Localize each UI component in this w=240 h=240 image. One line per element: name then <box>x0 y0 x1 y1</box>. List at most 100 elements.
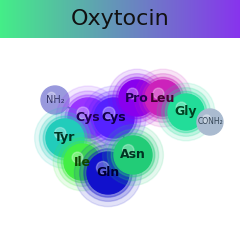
Bar <box>67 0 68 38</box>
Bar <box>111 0 112 38</box>
Bar <box>189 0 190 38</box>
Bar <box>179 0 180 38</box>
Bar <box>110 0 111 38</box>
Circle shape <box>96 162 109 174</box>
Bar <box>233 0 234 38</box>
Text: Cys: Cys <box>102 112 126 125</box>
Bar <box>0 0 1 38</box>
Bar <box>35 0 36 38</box>
Bar <box>26 0 27 38</box>
Bar <box>30 0 31 38</box>
Bar <box>183 0 184 38</box>
Bar <box>8 0 9 38</box>
Bar <box>89 0 90 38</box>
Text: Ile: Ile <box>73 156 90 168</box>
Bar <box>78 0 79 38</box>
Bar <box>186 0 187 38</box>
Bar <box>203 0 204 38</box>
Bar <box>48 0 49 38</box>
Bar <box>120 0 121 38</box>
Circle shape <box>87 152 129 194</box>
Text: Asn: Asn <box>120 149 146 162</box>
Bar <box>219 0 220 38</box>
Bar <box>163 0 164 38</box>
Bar <box>196 0 197 38</box>
Bar <box>227 0 228 38</box>
Bar <box>174 0 175 38</box>
Bar <box>103 0 104 38</box>
Bar <box>226 0 227 38</box>
Bar <box>158 0 159 38</box>
Circle shape <box>108 69 166 127</box>
Bar <box>88 0 89 38</box>
Circle shape <box>168 94 204 130</box>
Bar <box>82 0 83 38</box>
Circle shape <box>111 133 155 177</box>
Bar <box>119 0 120 38</box>
Bar <box>215 0 216 38</box>
Bar <box>221 0 222 38</box>
Circle shape <box>139 74 187 122</box>
Bar <box>44 0 45 38</box>
Circle shape <box>87 91 141 145</box>
Bar <box>170 0 171 38</box>
Bar <box>6 0 7 38</box>
Circle shape <box>134 69 192 127</box>
Bar <box>160 0 161 38</box>
Bar <box>228 0 229 38</box>
Bar <box>108 0 109 38</box>
Bar <box>113 0 114 38</box>
Bar <box>4 0 5 38</box>
Circle shape <box>84 149 132 197</box>
Bar <box>224 0 225 38</box>
Circle shape <box>94 98 134 138</box>
Bar <box>142 0 143 38</box>
Bar <box>205 0 206 38</box>
Bar <box>56 0 57 38</box>
Bar <box>74 0 75 38</box>
Bar <box>121 0 122 38</box>
Bar <box>43 0 44 38</box>
Circle shape <box>127 88 138 99</box>
Bar <box>202 0 203 38</box>
Text: Leu: Leu <box>150 91 176 104</box>
Text: NH₂: NH₂ <box>46 95 64 105</box>
Bar <box>185 0 186 38</box>
Bar <box>126 0 127 38</box>
Bar <box>5 0 6 38</box>
Bar <box>2 0 3 38</box>
Bar <box>84 0 85 38</box>
Bar <box>94 0 95 38</box>
Bar <box>91 0 92 38</box>
Circle shape <box>82 86 146 150</box>
Bar <box>220 0 221 38</box>
Bar <box>65 0 66 38</box>
Bar <box>130 0 131 38</box>
Bar <box>209 0 210 38</box>
Bar <box>206 0 207 38</box>
Circle shape <box>107 129 159 181</box>
Bar <box>104 0 105 38</box>
Bar <box>19 0 20 38</box>
Bar <box>149 0 150 38</box>
Bar <box>39 0 40 38</box>
Bar <box>15 0 16 38</box>
Bar <box>31 0 32 38</box>
Circle shape <box>114 136 152 174</box>
Bar <box>199 0 200 38</box>
Circle shape <box>116 77 158 119</box>
Bar <box>150 0 151 38</box>
Bar <box>86 0 87 38</box>
Bar <box>135 0 136 38</box>
Circle shape <box>142 77 184 119</box>
Bar <box>66 0 67 38</box>
Bar <box>139 0 140 38</box>
Bar <box>188 0 189 38</box>
Bar <box>151 0 152 38</box>
Text: CONH₂: CONH₂ <box>197 118 223 126</box>
Bar <box>47 0 48 38</box>
Bar <box>181 0 182 38</box>
Bar <box>237 0 238 38</box>
Circle shape <box>162 88 210 136</box>
Bar <box>42 0 43 38</box>
